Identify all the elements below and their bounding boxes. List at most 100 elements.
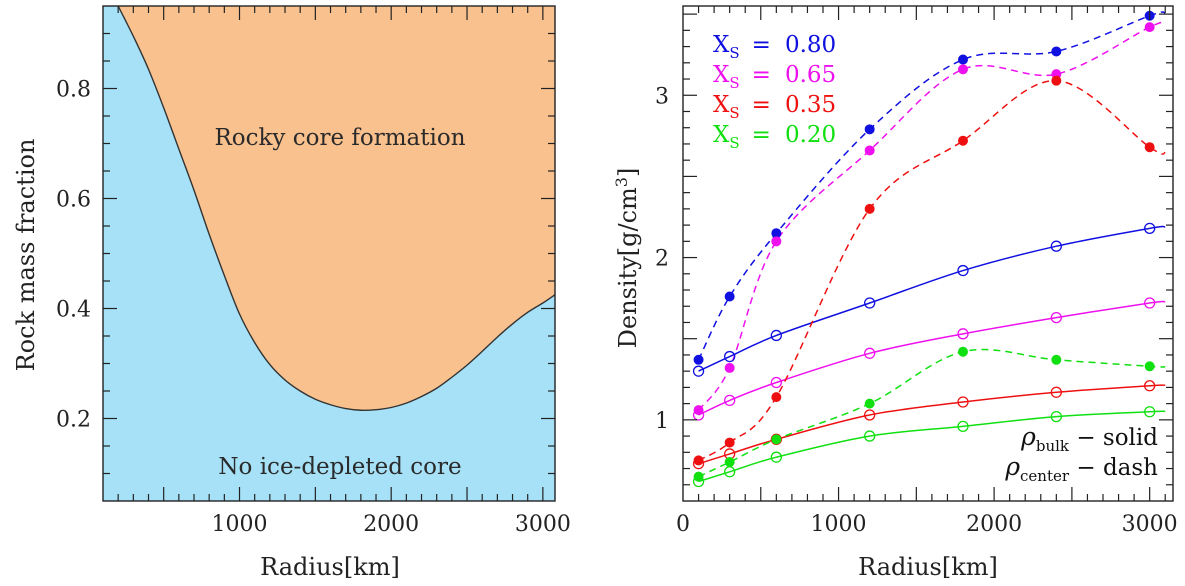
legend-entry-eq: = [752, 32, 771, 58]
bulk-density-point [1050, 386, 1062, 398]
center-density-point [1144, 142, 1155, 153]
legend-entry: XS = 0.80 [713, 32, 836, 62]
bulk-density-line [698, 300, 1166, 416]
bulk-density-line [698, 225, 1166, 372]
bulk-density-point [1050, 240, 1062, 252]
center-density-point [864, 203, 875, 214]
bulk-density-point [864, 409, 876, 421]
center-density-point [693, 405, 704, 416]
left-axis-ticks: 1000 2000 3000 0.2 0.4 0.6 0.8 [56, 6, 571, 537]
left-x-tick-label: 2000 [363, 512, 419, 537]
bulk-density-point [957, 420, 969, 432]
center-density-point [958, 64, 968, 75]
legend-entry-name: X [713, 32, 730, 58]
bulk-density-point [770, 376, 782, 389]
left-y-tick-label: 0.2 [56, 408, 91, 433]
center-density-point [958, 346, 968, 357]
left-plot-frame [102, 5, 556, 502]
legend-entry-name: X [713, 62, 730, 88]
bulk-density-point [1144, 222, 1156, 234]
legend-entry-value: 0.65 [785, 62, 836, 88]
center-density-point [693, 455, 704, 466]
left-y-tick-label: 0.4 [56, 298, 91, 323]
line-style-note: ρcenter − dash [1004, 452, 1158, 485]
center-density-point [864, 398, 875, 409]
density-points [692, 10, 1156, 488]
right-y-axis-label-sup: 3 [612, 177, 631, 187]
center-density-point [1051, 354, 1062, 365]
legend-entry-name: X [713, 92, 730, 118]
legend-entry-sub: S [729, 104, 739, 122]
bulk-density-point [1144, 380, 1156, 392]
center-density-point [693, 471, 704, 482]
note-text: − solid [1069, 425, 1158, 451]
left-x-axis-label: Radius[km] [260, 553, 400, 581]
left-y-tick-label: 0.8 [56, 78, 91, 103]
right-y-tick-label: 3 [655, 84, 669, 109]
bulk-density-line [698, 384, 1166, 465]
bulk-density-point [864, 430, 876, 442]
legend-entry-name: X [713, 122, 730, 148]
no-ice-depleted-core-label: No ice-depleted core [218, 454, 461, 480]
density-curves [697, 11, 1166, 483]
legend-entry: XS = 0.20 [713, 122, 836, 152]
right-x-axis-label: Radius[km] [858, 553, 998, 581]
bulk-density-point [770, 329, 782, 342]
center-density-line [698, 79, 1166, 462]
bulk-density-point [1144, 297, 1156, 309]
bulk-density-point [770, 451, 782, 463]
center-density-line [697, 21, 1166, 411]
center-density-point [724, 291, 735, 302]
center-density-point [771, 236, 782, 247]
right-x-tick-label: 1000 [811, 512, 867, 537]
line-style-note: ρbulk − solid [1020, 422, 1158, 455]
right-x-tick-label: 3000 [1122, 512, 1178, 537]
center-density-point [1051, 75, 1062, 86]
center-density-point [864, 124, 875, 135]
left-y-tick-label: 0.6 [56, 188, 91, 213]
boundary-curve [117, 6, 555, 412]
note-symbol: ρ [1020, 422, 1036, 451]
center-density-point [958, 54, 968, 65]
legend-entry-value: 0.20 [785, 122, 836, 148]
legend-entry-eq: = [752, 62, 771, 88]
center-density-point [693, 354, 704, 365]
right-y-axis-label-end: ] [614, 168, 642, 177]
center-density-point [1144, 22, 1155, 33]
legend-entry-sub: S [729, 134, 739, 152]
note-sub: bulk [1036, 437, 1070, 455]
bulk-density-point [864, 297, 876, 309]
left-y-axis-label: Rock mass fraction [12, 139, 40, 372]
note-sub: center [1020, 467, 1070, 485]
legend-entry: XS = 0.65 [713, 62, 836, 92]
legend-entry: XS = 0.35 [713, 92, 836, 122]
legend-entry-sub: S [729, 44, 739, 62]
bulk-density-point [957, 328, 969, 340]
center-density-point [771, 434, 782, 445]
bulk-density-point [957, 396, 969, 408]
left-x-tick-label: 1000 [212, 512, 268, 537]
bulk-density-point [1050, 410, 1062, 423]
rock-fraction-chart: 1000 2000 3000 0.2 0.4 0.6 0.8 Rocky core form… [12, 5, 571, 581]
center-density-point [724, 457, 735, 468]
right-y-tick-label: 2 [655, 247, 669, 272]
bulk-density-line [698, 410, 1166, 483]
legend-entry-eq: = [752, 122, 771, 148]
right-y-axis-label-main: Density[g/cm [614, 187, 642, 348]
center-density-point [724, 362, 735, 373]
legend-entry-value: 0.80 [785, 32, 836, 58]
center-density-point [1144, 361, 1155, 372]
right-x-tick-label: 0 [676, 512, 690, 537]
center-density-point [864, 145, 875, 156]
center-density-point [958, 135, 968, 146]
rocky-core-formation-region [118, 6, 555, 411]
left-x-tick-label: 3000 [515, 512, 571, 537]
right-axis-ticks: 0 1000 2000 3000 1 2 3 [655, 6, 1178, 537]
rocky-core-formation-label: Rocky core formation [214, 125, 465, 151]
legend-entry-eq: = [752, 92, 771, 118]
right-x-tick-label: 2000 [966, 512, 1022, 537]
